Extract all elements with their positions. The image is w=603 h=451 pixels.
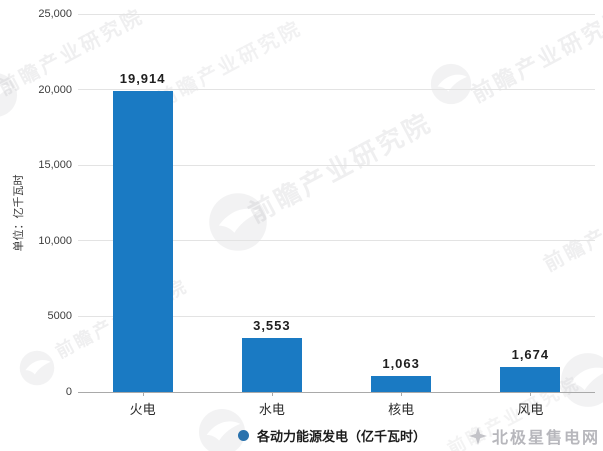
y-tick-label: 20,000 xyxy=(38,83,72,96)
category-label: 火电 xyxy=(129,402,156,417)
qianzhan-watermark: 前瞻产业研究院 xyxy=(467,3,603,108)
chart-legend: 各动力能源发电（亿千瓦时） xyxy=(238,426,426,445)
bar-value-label: 1,063 xyxy=(382,355,420,371)
qianzhan-watermark: 前瞻产业研究院 xyxy=(540,181,603,277)
y-tick-label: 5000 xyxy=(47,310,72,323)
polaris-star-icon xyxy=(468,427,487,445)
legend-label: 各动力能源发电（亿千瓦时） xyxy=(257,429,427,444)
qianzhan-logo-icon xyxy=(0,73,18,117)
gridline xyxy=(78,89,595,91)
category-label: 风电 xyxy=(517,402,544,417)
chart-bar xyxy=(371,375,432,392)
category-label: 核电 xyxy=(388,402,415,417)
y-tick-label: 0 xyxy=(65,386,72,398)
qianzhan-watermark: 前瞻产业研究院 xyxy=(153,17,306,113)
polaris-brand-watermark: 北极星售电网 xyxy=(468,424,600,448)
bar-value-label: 19,914 xyxy=(119,70,166,86)
category-tick xyxy=(530,392,532,396)
qianzhan-logo-icon xyxy=(209,193,267,251)
brand-text: 北极星售电网 xyxy=(491,430,600,447)
qianzhan-logo-icon xyxy=(19,350,55,386)
chart-bar xyxy=(500,366,561,392)
y-tick-label: 10,000 xyxy=(38,234,72,247)
qianzhan-watermark: 前瞻产业研究院 xyxy=(243,106,437,229)
category-tick xyxy=(271,392,273,396)
gridline xyxy=(78,315,595,317)
legend-marker-icon xyxy=(238,430,249,441)
qianzhan-logo-icon xyxy=(430,63,472,105)
y-tick-label: 25,000 xyxy=(38,8,72,20)
x-axis-line xyxy=(78,391,595,393)
chart-bar xyxy=(112,90,173,392)
y-axis-unit-label: 单位：亿千瓦时 xyxy=(13,174,25,252)
bar-value-label: 3,553 xyxy=(253,318,291,334)
category-tick xyxy=(401,392,403,396)
gridline xyxy=(78,13,595,15)
category-label: 水电 xyxy=(258,402,285,417)
gridline xyxy=(78,164,595,166)
gridline xyxy=(78,240,595,242)
chart-bar xyxy=(241,338,302,392)
category-tick xyxy=(142,392,144,396)
bar-value-label: 1,674 xyxy=(511,346,550,362)
y-tick-label: 15,000 xyxy=(38,159,72,172)
